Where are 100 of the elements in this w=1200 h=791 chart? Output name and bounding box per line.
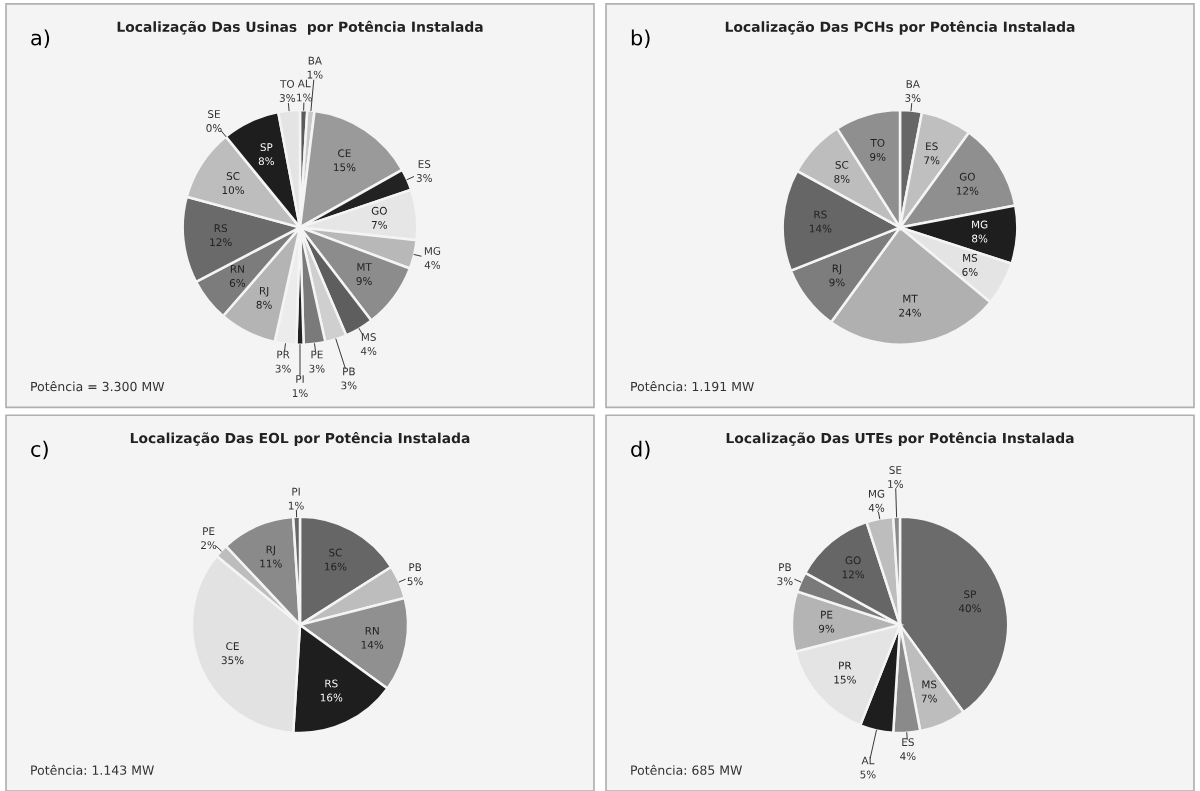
- slice-label: RJ: [832, 264, 842, 275]
- chart-title: Localização Das Usinas por Potência Instalada: [117, 20, 483, 35]
- data-label: 1%: [288, 501, 304, 510]
- slice-label: MS: [361, 333, 376, 341]
- slice-label: PE: [821, 610, 833, 619]
- slice-label: PR: [839, 661, 852, 670]
- slice-label: CE: [338, 149, 351, 158]
- data-label: 7%: [371, 220, 387, 229]
- chart-title: Localização Das PCHs por Potência Instalada: [725, 20, 1075, 35]
- data-label: 14%: [809, 224, 832, 233]
- data-label: 1%: [297, 93, 312, 102]
- slice-label: MG: [869, 489, 885, 498]
- data-label: 1%: [292, 389, 308, 398]
- data-label: 3%: [777, 577, 793, 586]
- data-label: 6%: [962, 268, 978, 276]
- slice-label: TO: [870, 138, 885, 147]
- category-label: SE: [208, 110, 220, 118]
- data-label: 16%: [320, 693, 343, 702]
- slice-label: RS: [214, 224, 228, 233]
- text: c): [31, 440, 48, 460]
- data-label: 3%: [341, 381, 357, 390]
- slice-label: GO: [959, 172, 975, 181]
- slice-label: AL: [861, 756, 875, 765]
- data-label: 5%: [860, 770, 876, 779]
- slice-label: MS: [963, 253, 978, 262]
- data-label: 4%: [360, 347, 377, 355]
- text: a): [31, 29, 50, 49]
- slice-label: GO: [845, 556, 861, 565]
- slice-label: MT: [357, 263, 372, 271]
- data-label: 40%: [958, 604, 981, 613]
- slice-label: AL: [297, 79, 311, 88]
- data-label: 12%: [842, 570, 865, 579]
- slice-label: ES: [926, 142, 938, 151]
- text: b): [631, 29, 650, 49]
- data-label: 7%: [924, 156, 940, 165]
- text: Potência: 1.191 MW: [631, 381, 754, 392]
- slice-label: RJ: [266, 545, 275, 556]
- data-label: 9%: [356, 277, 372, 285]
- data-label: 24%: [899, 308, 921, 317]
- slice-label: ES: [418, 160, 431, 168]
- data-label: 16%: [324, 562, 347, 571]
- slice-label: BA: [906, 80, 920, 88]
- slice-label: RS: [814, 210, 827, 219]
- data-label: 10%: [222, 186, 245, 195]
- slice-label: PB: [343, 367, 355, 376]
- slice-label: PB: [409, 563, 422, 571]
- chart-title: Localização Das EOL por Potência Instalada: [130, 432, 470, 446]
- text: Potência = 3.300 MW: [31, 381, 165, 392]
- text: Potência: 685 MW: [631, 764, 742, 775]
- text: Potência: 1.143 MW: [31, 764, 154, 775]
- data-label: 15%: [334, 163, 356, 172]
- text: 0%: [206, 124, 222, 132]
- data-label: 3%: [275, 364, 291, 373]
- data-label: 4%: [424, 261, 441, 269]
- slice-label: PE: [311, 350, 323, 359]
- slice-label: PI: [296, 375, 304, 383]
- data-label: 14%: [361, 640, 384, 649]
- data-label: 9%: [818, 624, 835, 633]
- slice-label: ES: [902, 738, 914, 747]
- slice-label: PB: [779, 563, 791, 571]
- data-label: 35%: [221, 656, 244, 665]
- data-label: 8%: [256, 300, 272, 309]
- data-label: 4%: [900, 752, 916, 761]
- data-label: 8%: [258, 157, 275, 166]
- slice-label: PE: [203, 527, 215, 535]
- slice-label: RN: [365, 626, 379, 635]
- slice-label: SC: [835, 160, 849, 169]
- data-label: 15%: [834, 675, 856, 684]
- data-label: 6%: [229, 279, 246, 287]
- data-label: 7%: [921, 694, 937, 703]
- data-label: 3%: [416, 174, 432, 182]
- data-label: 9%: [870, 152, 886, 161]
- data-label: 11%: [260, 559, 282, 568]
- data-label: 8%: [834, 174, 850, 183]
- data-label: 5%: [407, 577, 423, 586]
- data-label: 1%: [888, 480, 904, 488]
- slice-label: RS: [325, 679, 338, 688]
- slice-label: PI: [292, 487, 300, 496]
- slice-label: SP: [260, 143, 273, 152]
- slice-label: CE: [226, 642, 239, 651]
- slice-label: RN: [230, 265, 244, 273]
- data-label: 3%: [905, 94, 921, 102]
- data-label: 3%: [279, 94, 296, 102]
- data-label: 3%: [309, 364, 325, 373]
- text: d): [631, 440, 650, 460]
- data-label: 4%: [868, 503, 885, 512]
- slice-label: SC: [226, 172, 240, 180]
- data-label: 2%: [201, 541, 217, 550]
- slice-label: PR: [277, 350, 290, 359]
- chart-title: Localização Das UTEs por Potência Instalada: [726, 432, 1074, 446]
- slice-label: SC: [329, 548, 342, 557]
- data-label: 9%: [829, 278, 845, 287]
- data-label: 12%: [956, 186, 979, 195]
- data-label: 1%: [307, 70, 323, 79]
- slice-label: MS: [922, 680, 937, 689]
- slice-label: MG: [972, 220, 988, 229]
- slice-label: SP: [964, 590, 976, 599]
- slice-label: MT: [903, 294, 918, 303]
- slice-label: RJ: [259, 286, 269, 297]
- data-label: 8%: [972, 234, 988, 243]
